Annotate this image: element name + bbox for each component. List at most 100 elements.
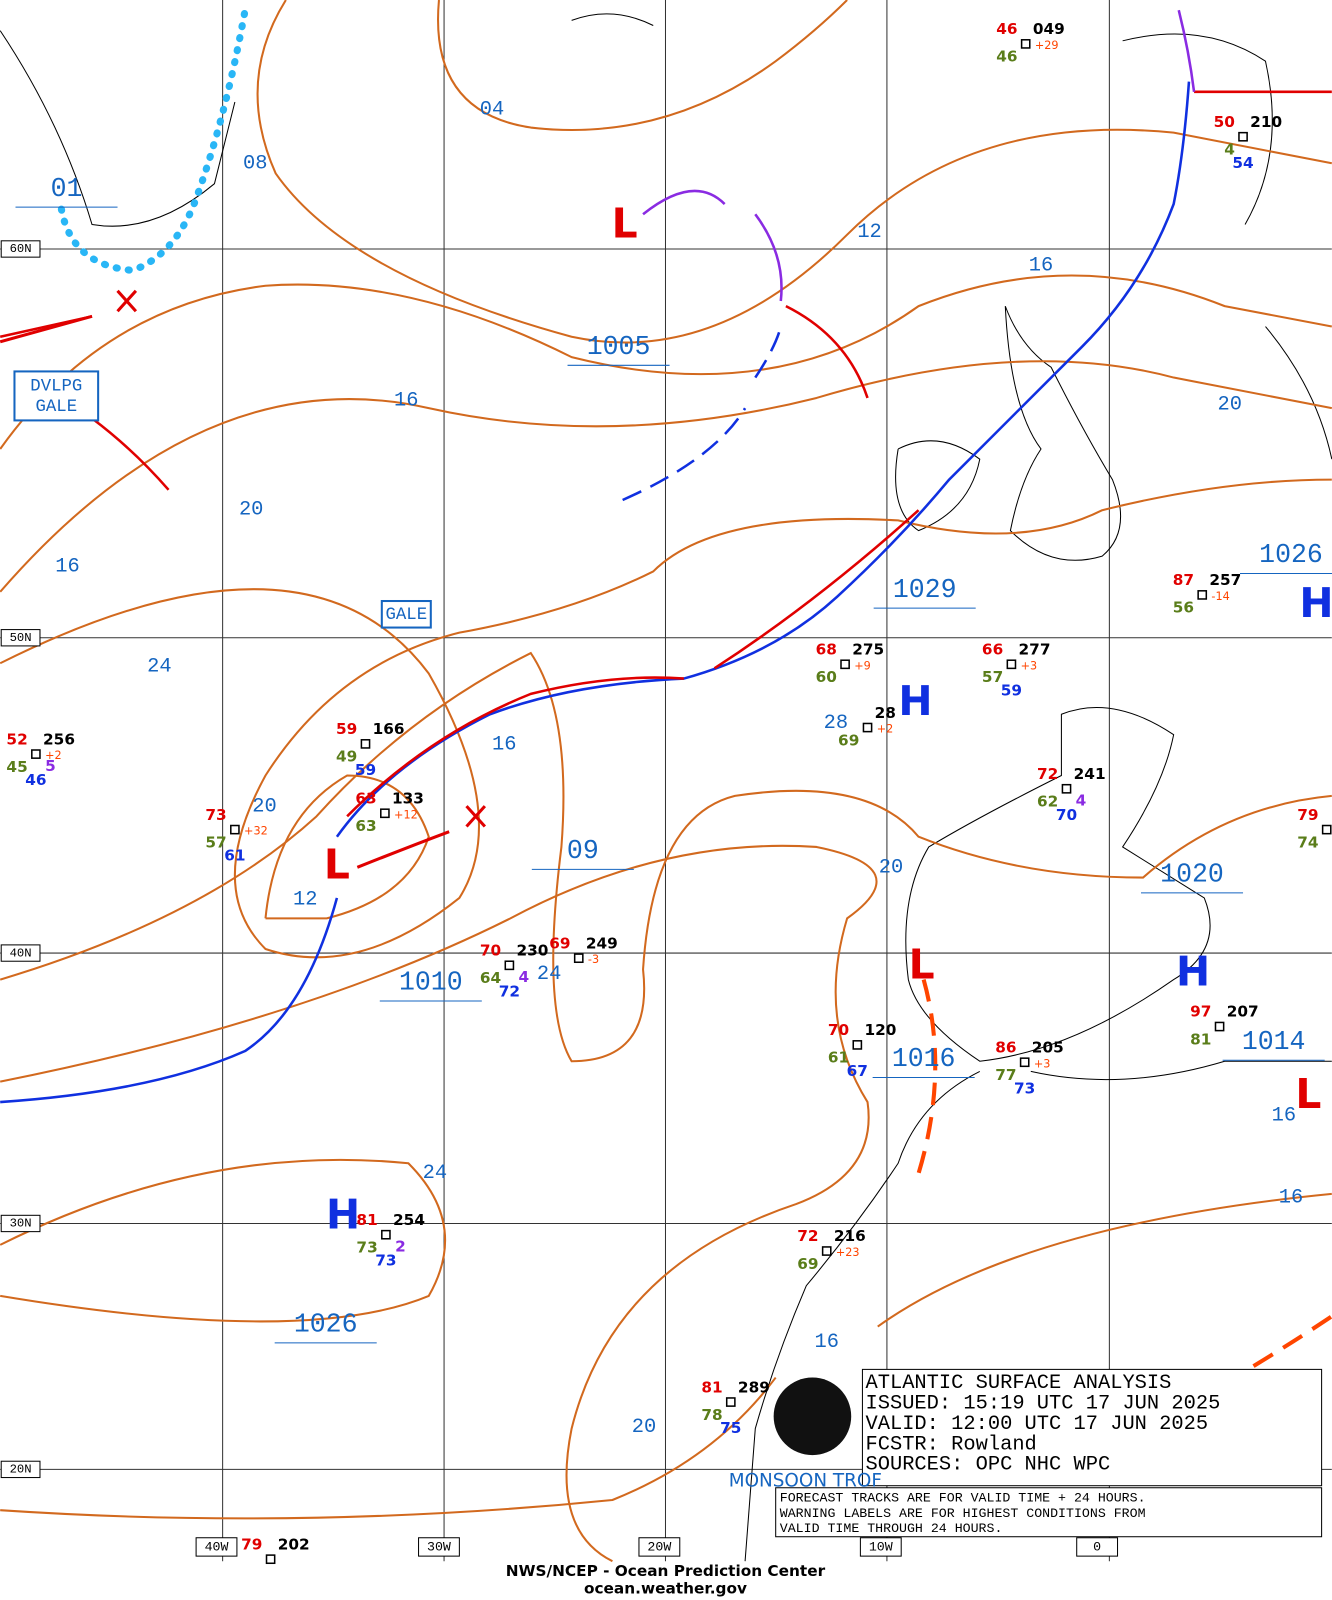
- isobar-label: 04: [480, 99, 504, 122]
- isobar-label: 16: [394, 389, 418, 412]
- isobar-label: 16: [492, 733, 516, 756]
- isobar: [0, 360, 1332, 593]
- x-markers: [116, 289, 487, 828]
- station-visibility: 73: [375, 1252, 396, 1270]
- lat-label: 20N: [10, 1463, 32, 1477]
- low-center: L: [1295, 1070, 1321, 1118]
- station-pressure: 241: [1074, 765, 1106, 783]
- station-extra: 2: [395, 1237, 406, 1255]
- high-center: H: [898, 677, 932, 725]
- lon-label-box: [195, 1537, 238, 1557]
- station-dew: 74: [1297, 833, 1318, 851]
- station-pressure: 210: [1250, 113, 1282, 131]
- station-visibility: 59: [355, 761, 376, 779]
- station-temp: 73: [205, 806, 226, 824]
- isobar-label: 1016: [892, 1044, 956, 1074]
- note-line: FORECAST TRACKS ARE FOR VALID TIME + 24 …: [780, 1490, 1146, 1505]
- info-valid: VALID: 12:00 UTC 17 JUN 2025: [865, 1413, 1208, 1436]
- occluded-front: [642, 9, 1196, 302]
- station-tendency: +23: [836, 1246, 860, 1259]
- low-center: L: [612, 200, 638, 248]
- noaa-logo: [773, 1377, 852, 1456]
- isobar: [877, 1192, 1332, 1328]
- station-tendency: +12: [394, 808, 418, 821]
- station-dew: 77: [995, 1066, 1016, 1084]
- station-dew: 45: [6, 758, 27, 776]
- coast-iberia: [905, 706, 1211, 1062]
- station-temp: 46: [996, 20, 1017, 38]
- station-pressure: 257: [1209, 571, 1241, 589]
- lat-label: 40N: [10, 946, 32, 960]
- lon-label-box: [638, 1537, 681, 1557]
- footer-agency: NWS/NCEP - Ocean Prediction Center: [506, 1562, 826, 1580]
- station-marker: [821, 1246, 832, 1256]
- lat-label-box: [0, 240, 41, 258]
- lon-label: 40W: [205, 1539, 229, 1554]
- high-center: H: [326, 1190, 360, 1238]
- lon-label: 0: [1093, 1539, 1101, 1554]
- coast-greenland: [0, 13, 654, 227]
- isobar-label: 1010: [399, 968, 463, 998]
- lon-label-box: [418, 1537, 460, 1557]
- lat-label-box: [0, 1460, 41, 1479]
- warning-label: GALE: [386, 606, 428, 625]
- isobar-label: 20: [239, 499, 263, 522]
- station-visibility: 72: [499, 982, 520, 1000]
- station-temp: 63: [355, 789, 376, 807]
- isobar-label: 20: [1218, 393, 1242, 416]
- fronts: [0, 6, 1332, 1421]
- isobar: [0, 844, 878, 1563]
- station-marker: [725, 1397, 736, 1407]
- station-tendency: +2: [877, 723, 894, 736]
- station-pressure: 289: [738, 1378, 770, 1396]
- isobar: [0, 478, 1332, 959]
- station-tendency: +3: [1034, 1057, 1051, 1070]
- grid-lines: [0, 0, 1332, 1562]
- station-marker: [1238, 131, 1248, 142]
- isobar-label: 16: [1272, 1105, 1296, 1128]
- lat-label-box: [0, 629, 41, 647]
- station-dew: 63: [355, 817, 376, 835]
- warm-front: [0, 90, 1332, 818]
- station-temp: 70: [828, 1021, 849, 1039]
- isobar-label: 1029: [893, 575, 957, 605]
- station-temp: 72: [1037, 765, 1058, 783]
- station-visibility: 61: [224, 847, 245, 865]
- isobar-label: 1026: [1259, 540, 1323, 570]
- station-marker: [1020, 39, 1031, 49]
- station-tendency: -3: [588, 953, 599, 966]
- coastlines: [0, 13, 1332, 1562]
- station-marker: [852, 1040, 863, 1050]
- footer-url: ocean.weather.gov: [584, 1579, 747, 1597]
- station-marker: [1321, 824, 1332, 835]
- station-temp: 66: [982, 641, 1003, 659]
- lat-label-box: [0, 944, 41, 962]
- station-temp: 70: [480, 942, 501, 960]
- isobar: [0, 274, 1332, 450]
- isobar-label: 1005: [587, 332, 651, 362]
- station-temp: 87: [1173, 571, 1194, 589]
- isobar-label: 24: [147, 656, 171, 679]
- station-pressure: 216: [834, 1227, 866, 1245]
- station-marker: [265, 1554, 276, 1565]
- isobar-label: 24: [537, 963, 561, 986]
- info-forecaster: FCSTR: Rowland: [865, 1433, 1036, 1456]
- station-marker: [573, 953, 584, 964]
- station-marker: [381, 1229, 391, 1240]
- lat-label-box: [0, 1214, 41, 1233]
- station-pressure: 230: [517, 942, 549, 960]
- station-temp: 97: [1190, 1003, 1211, 1021]
- station-pressure: 28: [875, 704, 896, 722]
- station-tendency: +29: [1035, 39, 1059, 52]
- station-dew: 62: [1037, 793, 1058, 811]
- info-box: [861, 1368, 1323, 1487]
- high-center: H: [1176, 947, 1210, 995]
- lon-label: 20W: [647, 1539, 671, 1554]
- isobar-label: 24: [423, 1162, 447, 1185]
- high-center: H: [1299, 579, 1332, 627]
- cold-front: [335, 81, 1191, 838]
- station-visibility: 73: [1014, 1079, 1035, 1097]
- note-line: VALID TIME THROUGH 24 HOURS.: [780, 1521, 1003, 1536]
- trough-label: MONSOON TROF: [729, 1471, 882, 1492]
